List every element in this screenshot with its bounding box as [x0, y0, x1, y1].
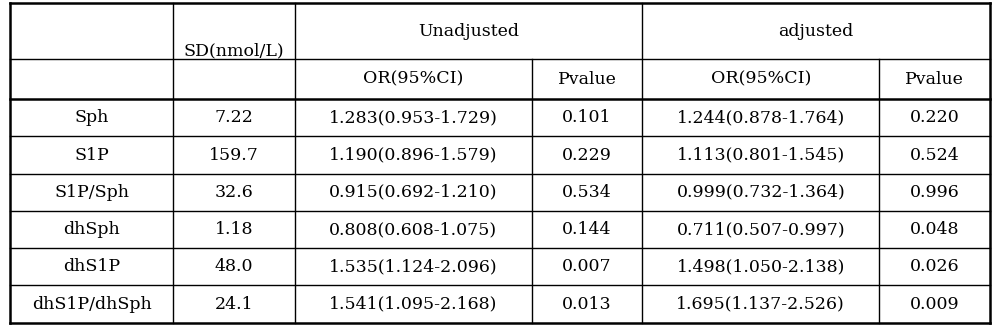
- Text: 0.915(0.692-1.210): 0.915(0.692-1.210): [329, 184, 497, 201]
- Text: 0.220: 0.220: [910, 109, 960, 126]
- Text: 0.048: 0.048: [910, 221, 959, 238]
- Text: SD(nmol/L): SD(nmol/L): [184, 43, 284, 60]
- Text: OR(95%CI): OR(95%CI): [363, 71, 463, 88]
- Text: 159.7: 159.7: [209, 146, 259, 164]
- Text: dhS1P: dhS1P: [63, 258, 120, 275]
- Text: S1P: S1P: [74, 146, 109, 164]
- Text: 1.695(1.137-2.526): 1.695(1.137-2.526): [676, 296, 845, 313]
- Text: 0.026: 0.026: [910, 258, 959, 275]
- Text: Sph: Sph: [74, 109, 109, 126]
- Text: 0.524: 0.524: [910, 146, 960, 164]
- Text: adjusted: adjusted: [779, 23, 854, 40]
- Text: 0.808(0.608-1.075): 0.808(0.608-1.075): [329, 221, 497, 238]
- Text: 1.541(1.095-2.168): 1.541(1.095-2.168): [329, 296, 497, 313]
- Text: 32.6: 32.6: [215, 184, 253, 201]
- Text: OR(95%CI): OR(95%CI): [711, 71, 811, 88]
- Text: dhS1P/dhSph: dhS1P/dhSph: [32, 296, 152, 313]
- Text: 1.244(0.878-1.764): 1.244(0.878-1.764): [677, 109, 845, 126]
- Text: 1.535(1.124-2.096): 1.535(1.124-2.096): [329, 258, 497, 275]
- Text: 48.0: 48.0: [215, 258, 253, 275]
- Text: 0.013: 0.013: [562, 296, 612, 313]
- Text: dhSph: dhSph: [63, 221, 120, 238]
- Text: 1.18: 1.18: [215, 221, 253, 238]
- Text: 0.007: 0.007: [562, 258, 612, 275]
- Text: S1P/Sph: S1P/Sph: [54, 184, 129, 201]
- Text: 0.996: 0.996: [910, 184, 960, 201]
- Text: 7.22: 7.22: [214, 109, 253, 126]
- Text: 0.144: 0.144: [562, 221, 612, 238]
- Text: 1.498(1.050-2.138): 1.498(1.050-2.138): [677, 258, 845, 275]
- Text: Pvalue: Pvalue: [905, 71, 964, 88]
- Text: 0.711(0.507-0.997): 0.711(0.507-0.997): [676, 221, 845, 238]
- Text: 1.283(0.953-1.729): 1.283(0.953-1.729): [329, 109, 498, 126]
- Text: 1.113(0.801-1.545): 1.113(0.801-1.545): [677, 146, 845, 164]
- Text: 0.009: 0.009: [910, 296, 959, 313]
- Text: 0.999(0.732-1.364): 0.999(0.732-1.364): [676, 184, 845, 201]
- Text: 24.1: 24.1: [215, 296, 253, 313]
- Text: 0.229: 0.229: [562, 146, 612, 164]
- Text: Unadjusted: Unadjusted: [418, 23, 519, 40]
- Text: 0.101: 0.101: [562, 109, 612, 126]
- Text: Pvalue: Pvalue: [557, 71, 616, 88]
- Text: 1.190(0.896-1.579): 1.190(0.896-1.579): [329, 146, 497, 164]
- Text: 0.534: 0.534: [562, 184, 612, 201]
